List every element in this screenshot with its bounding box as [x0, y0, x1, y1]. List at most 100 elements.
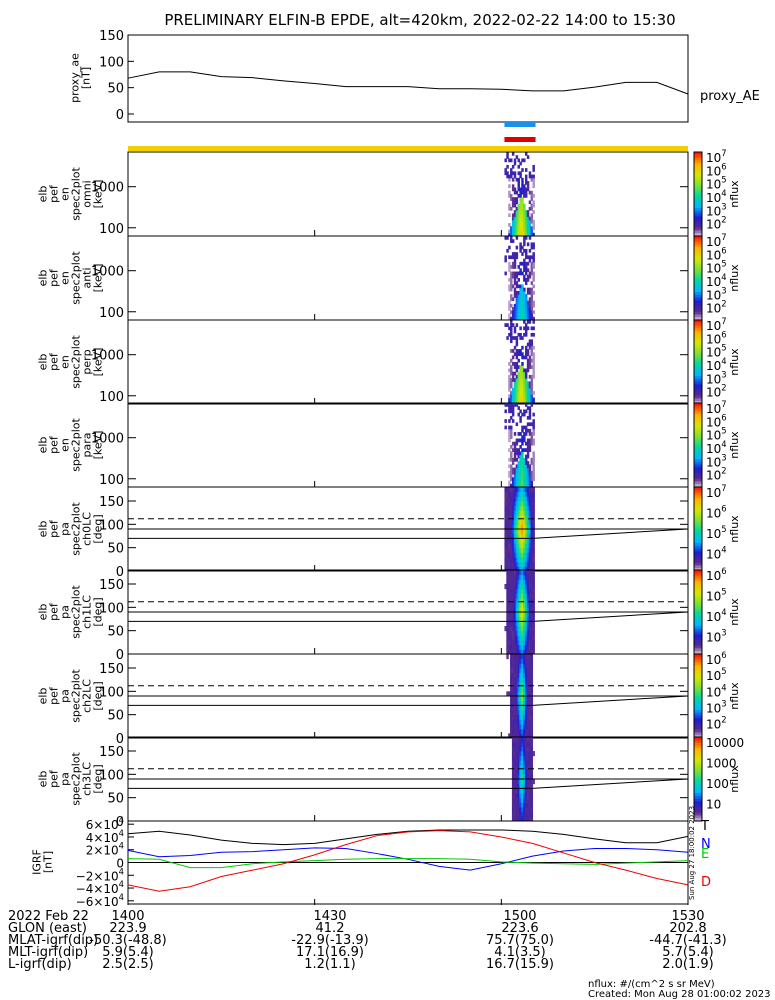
spectrogram-cell	[508, 574, 511, 580]
spectrogram-cell	[510, 406, 513, 410]
spectrogram-cell	[530, 332, 534, 337]
spectrogram-cell	[515, 232, 519, 237]
spectrogram-cell	[510, 297, 513, 302]
ylabel-line: [keV]	[92, 431, 105, 460]
spectrogram-cell	[519, 477, 522, 482]
spectrogram-cell	[510, 287, 513, 292]
ylabel-line: pef	[48, 352, 61, 371]
spectrogram-cell	[510, 579, 513, 585]
spectrogram-cell	[532, 419, 535, 423]
spectrogram-cell	[511, 409, 515, 414]
spectrogram-cell	[524, 229, 528, 234]
spectrogram-cell	[523, 751, 526, 757]
spectrogram-cell	[519, 783, 522, 789]
colorbar-tick-label: 103	[706, 201, 727, 218]
spectrogram-cell	[511, 686, 515, 692]
spectrogram-cell	[528, 470, 532, 475]
spectrogram-cell	[530, 216, 534, 221]
ylabel-line: ch1LC	[81, 595, 94, 629]
spectrogram-cell	[511, 371, 515, 376]
spectrogram-cell	[526, 451, 530, 456]
colorbar-cell	[694, 534, 702, 538]
spectrogram-cell	[521, 588, 524, 594]
spectrogram-cell	[523, 378, 526, 382]
spectrogram-cell	[515, 303, 519, 308]
colorbar-cell	[694, 216, 702, 220]
spectrogram-cell	[511, 232, 515, 237]
colorbar-cell	[694, 387, 702, 391]
spectrogram-cell	[515, 714, 519, 720]
colorbar-cell	[694, 679, 702, 683]
spectrogram-cell	[506, 588, 509, 594]
spectrogram-cell	[530, 342, 534, 347]
spectrogram-cell	[511, 547, 515, 553]
spectrogram-cell	[506, 174, 509, 179]
spectrogram-cell	[524, 168, 528, 172]
spectrogram-cell	[510, 432, 513, 436]
spectrogram-cell	[532, 245, 535, 250]
spectrogram-cell	[532, 640, 535, 646]
spectrogram-cell	[519, 630, 522, 636]
spectrogram-cell	[528, 441, 532, 446]
spectrogram-cell	[511, 171, 515, 176]
spectrogram-cell	[523, 788, 526, 794]
spectrogram-cell	[519, 533, 522, 539]
spectrogram-cell	[517, 223, 520, 227]
spectrogram-cell	[524, 505, 528, 511]
ephemeris-row-label: GLON (east)	[8, 921, 87, 936]
colorbar-cell	[694, 359, 702, 363]
spectrogram-cell	[524, 255, 528, 260]
spectrogram-cell	[508, 588, 511, 594]
spectrogram-cell	[513, 746, 517, 752]
colorbar-cell	[694, 572, 702, 577]
colorbar-label: nflux	[728, 598, 741, 626]
spectrogram-cell	[530, 705, 534, 711]
spectrogram-cell	[515, 300, 519, 305]
spectrogram-cell	[523, 387, 526, 392]
spectrogram-cell	[519, 171, 522, 176]
spectrogram-cell	[524, 477, 528, 482]
ephemeris-row-label: L-igrf(dip)	[8, 957, 72, 972]
spectrogram-cell	[532, 168, 535, 172]
spectrogram-cell	[528, 719, 532, 725]
spectrogram-cell	[517, 219, 520, 224]
spectrogram-cell	[528, 793, 532, 799]
spectrogram-cell	[526, 467, 530, 472]
spectrogram-cell	[521, 184, 524, 189]
spectrogram-cell	[506, 155, 509, 159]
spectrogram-cell	[510, 174, 513, 179]
spectrogram-cell	[526, 728, 530, 734]
spectrogram-cell	[510, 168, 513, 172]
spectrogram-cell	[526, 313, 530, 318]
ylabel-line: [deg]	[92, 597, 105, 626]
spectrogram-cell	[524, 682, 528, 688]
ylabel-line: ch2LC	[81, 679, 94, 713]
spectrogram-cell	[515, 362, 519, 366]
spectrogram-cell	[524, 313, 528, 318]
spectrogram-cell	[510, 368, 513, 373]
spectrogram-cell	[532, 533, 535, 539]
spectrogram-cell	[532, 397, 535, 402]
spectrogram-cell	[510, 663, 513, 669]
spectrogram-cell	[511, 621, 515, 627]
spectrogram-cell	[523, 728, 526, 734]
colorbar-cell	[694, 308, 702, 313]
spectrogram-cell	[513, 345, 517, 350]
spectrogram-cell	[506, 543, 509, 549]
spectrogram-cell	[519, 672, 522, 678]
spectrogram-cell	[528, 297, 532, 302]
spectrogram-cell	[530, 310, 534, 315]
spectrogram-cell	[528, 505, 532, 511]
spectrogram-cell	[519, 464, 522, 469]
spectrogram-cell	[515, 316, 519, 321]
spectrogram-cell	[523, 538, 526, 544]
spectrogram-cell	[513, 200, 517, 205]
ephemeris-value: -50.3(-48.8)	[89, 933, 166, 948]
spectrogram-cell	[528, 751, 532, 757]
spectrogram-cell	[508, 300, 511, 305]
spectrogram-cell	[511, 197, 515, 201]
spectrogram-cell	[513, 612, 517, 618]
spectrogram-cell	[513, 547, 517, 553]
spectrogram-cell	[510, 365, 513, 369]
